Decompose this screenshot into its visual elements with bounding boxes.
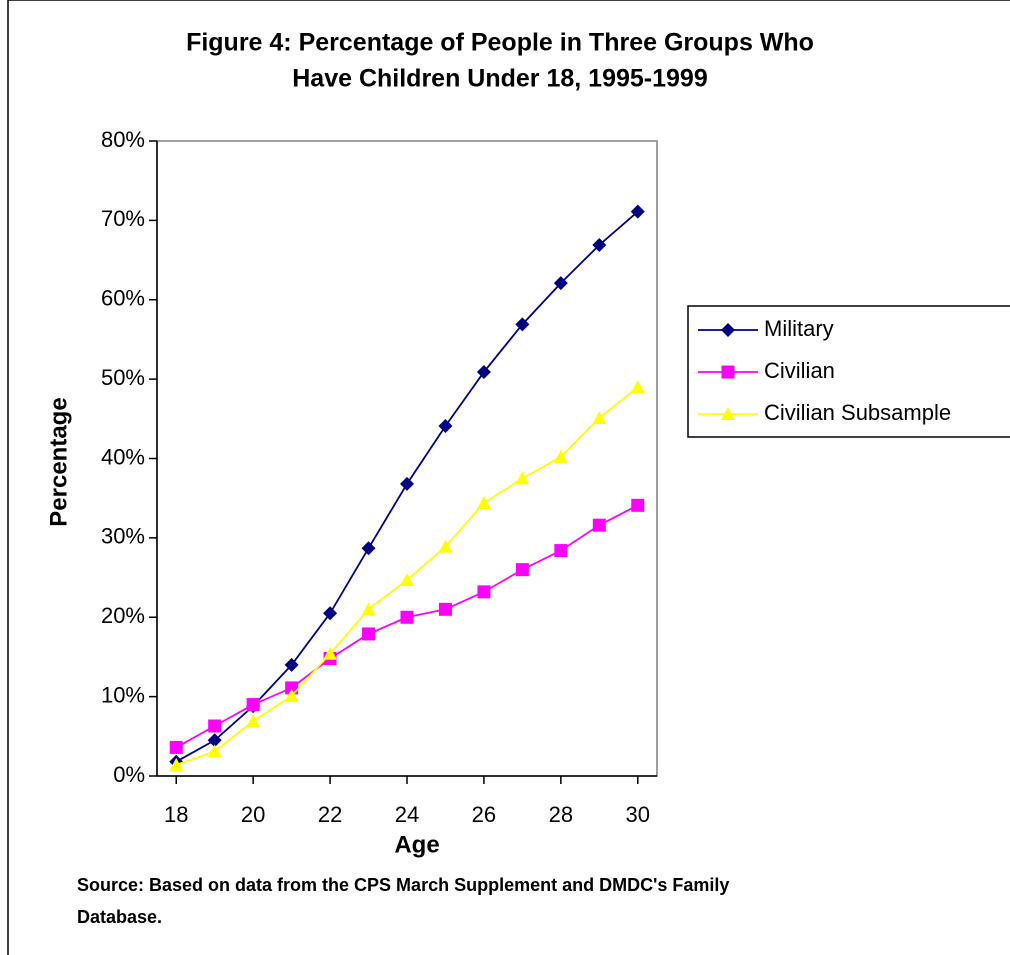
marker bbox=[323, 646, 338, 660]
marker bbox=[208, 719, 222, 733]
marker bbox=[477, 585, 491, 599]
y-tick-label: 10% bbox=[101, 682, 145, 707]
x-tick-label: 20 bbox=[241, 802, 265, 827]
y-tick-label: 30% bbox=[101, 524, 145, 549]
marker bbox=[553, 276, 568, 291]
y-tick-label: 20% bbox=[101, 603, 145, 628]
chart-title: Have Children Under 18, 1995-1999 bbox=[292, 65, 707, 93]
x-tick-label: 24 bbox=[395, 802, 419, 827]
marker bbox=[553, 449, 568, 463]
y-tick-label: 40% bbox=[101, 444, 145, 469]
marker bbox=[515, 317, 530, 332]
legend-label: Military bbox=[764, 316, 834, 341]
legend-label: Civilian bbox=[764, 358, 835, 383]
marker bbox=[361, 541, 376, 556]
chart-title: Figure 4: Percentage of People in Three … bbox=[186, 29, 814, 57]
marker bbox=[284, 688, 299, 702]
x-tick-label: 26 bbox=[472, 802, 496, 827]
y-tick-label: 60% bbox=[101, 286, 145, 311]
legend-marker bbox=[721, 323, 735, 337]
x-axis-label: Age bbox=[394, 831, 439, 858]
marker bbox=[207, 744, 222, 758]
marker bbox=[515, 563, 529, 577]
marker bbox=[361, 602, 376, 616]
marker bbox=[438, 602, 452, 616]
y-tick-label: 80% bbox=[101, 127, 145, 152]
legend-marker bbox=[721, 407, 735, 420]
marker bbox=[207, 733, 222, 748]
legend-label: Civilian Subsample bbox=[764, 400, 951, 425]
x-tick-label: 30 bbox=[626, 802, 650, 827]
marker bbox=[630, 204, 645, 219]
marker bbox=[400, 610, 414, 624]
source-note: Database. bbox=[77, 907, 162, 927]
marker bbox=[438, 418, 453, 433]
marker bbox=[246, 714, 261, 728]
marker bbox=[246, 698, 260, 712]
x-tick-label: 22 bbox=[318, 802, 342, 827]
chart-frame bbox=[7, 0, 1010, 955]
y-tick-label: 70% bbox=[101, 206, 145, 231]
marker bbox=[592, 411, 607, 425]
marker bbox=[554, 544, 568, 558]
y-tick-label: 50% bbox=[101, 365, 145, 390]
y-axis-label: Percentage bbox=[45, 397, 72, 526]
marker bbox=[169, 757, 184, 771]
marker bbox=[400, 476, 414, 491]
marker bbox=[631, 498, 645, 512]
marker bbox=[592, 237, 607, 252]
marker bbox=[323, 606, 338, 621]
marker bbox=[284, 657, 299, 672]
marker bbox=[362, 627, 376, 641]
marker bbox=[476, 364, 491, 379]
marker bbox=[592, 518, 606, 532]
legend-marker bbox=[721, 365, 735, 379]
marker bbox=[630, 380, 645, 394]
x-tick-label: 28 bbox=[549, 802, 573, 827]
marker bbox=[515, 471, 530, 485]
marker bbox=[169, 740, 183, 754]
marker bbox=[476, 495, 491, 509]
marker bbox=[400, 572, 414, 586]
marker bbox=[438, 539, 453, 553]
source-note: Source: Based on data from the CPS March… bbox=[77, 875, 729, 895]
y-tick-label: 0% bbox=[113, 762, 145, 787]
x-tick-label: 18 bbox=[164, 802, 188, 827]
